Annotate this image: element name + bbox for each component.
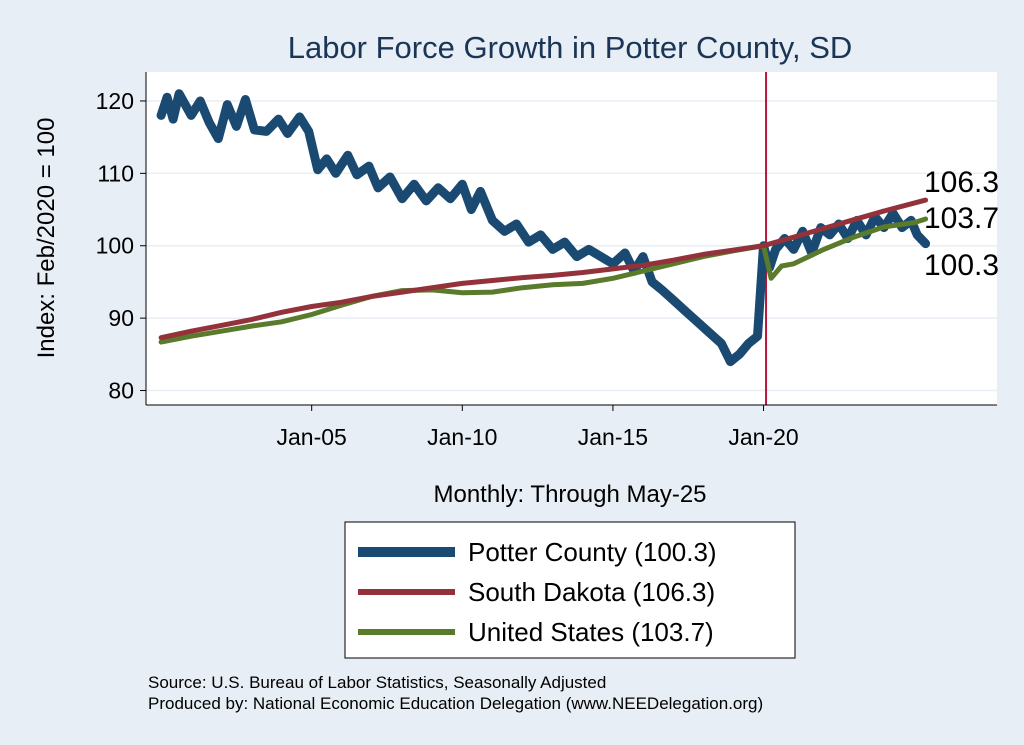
axes: 80 90 100 110 120 Jan-05 Jan-10 Jan-15 Jan-20 — [96, 72, 997, 450]
chart-title: Labor Force Growth in Potter County, SD — [288, 30, 853, 65]
y-axis-title: Index: Feb/2020 = 100 — [33, 118, 60, 359]
source-note: Source: U.S. Bureau of Labor Statistics,… — [148, 673, 606, 692]
end-label-series-0: 100.3 — [924, 249, 999, 282]
x-tick-label-Jan-15: Jan-15 — [578, 424, 648, 450]
y-tick-label-80: 80 — [108, 378, 134, 404]
x-axis-title: Monthly: Through May-25 — [433, 481, 706, 508]
series-layer — [156, 89, 931, 367]
legend: Potter County (100.3) South Dakota (106.3… — [358, 537, 717, 647]
series-line-2 — [158, 216, 929, 345]
y-tick-label-110: 110 — [97, 160, 134, 186]
legend-label-2: United States (103.7) — [468, 617, 714, 647]
producer-note: Produced by: National Economic Education… — [148, 694, 763, 713]
y-tick-label-120: 120 — [96, 88, 134, 114]
legend-label-0: Potter County (100.3) — [468, 537, 717, 567]
series-line-1 — [158, 197, 929, 341]
end-label-series-1: 106.3 — [924, 166, 999, 199]
y-tick-label-90: 90 — [108, 305, 134, 331]
end-label-series-2: 103.7 — [924, 202, 999, 235]
x-tick-label-Jan-20: Jan-20 — [728, 424, 798, 450]
x-tick-label-Jan-10: Jan-10 — [427, 424, 497, 450]
y-tick-label-100: 100 — [96, 233, 134, 259]
legend-label-1: South Dakota (106.3) — [468, 577, 715, 607]
x-tick-label-Jan-05: Jan-05 — [277, 424, 347, 450]
